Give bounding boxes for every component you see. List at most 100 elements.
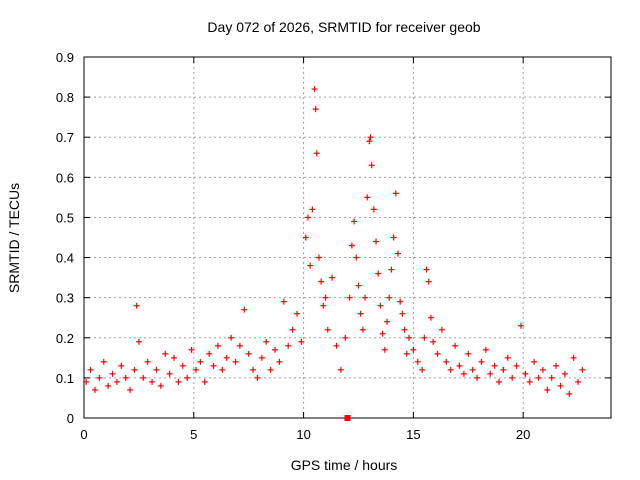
data-point	[487, 370, 494, 377]
data-point	[526, 378, 533, 385]
y-tick-label: 0.4	[56, 251, 74, 266]
data-point	[122, 374, 129, 381]
data-point	[289, 326, 296, 333]
data-point	[258, 354, 265, 361]
data-point	[228, 334, 235, 341]
data-point	[304, 214, 311, 221]
data-point	[197, 358, 204, 365]
data-point	[364, 194, 371, 201]
data-point	[298, 338, 305, 345]
y-tick-label: 0.7	[56, 130, 74, 145]
data-point	[570, 354, 577, 361]
x-tick-label: 15	[406, 427, 420, 442]
data-point	[333, 342, 340, 349]
data-points	[83, 86, 586, 421]
y-tick-label: 0.9	[56, 50, 74, 65]
data-point	[379, 330, 386, 337]
data-point	[272, 346, 279, 353]
data-point	[105, 382, 112, 389]
data-point	[430, 338, 437, 345]
data-point	[241, 306, 248, 313]
data-point	[285, 342, 292, 349]
data-point	[184, 374, 191, 381]
data-point	[438, 326, 445, 333]
data-point	[309, 206, 316, 213]
data-point	[579, 366, 586, 373]
data-point	[219, 366, 226, 373]
data-point	[395, 250, 402, 257]
data-point	[423, 266, 430, 273]
data-point	[504, 354, 511, 361]
data-point	[144, 358, 151, 365]
y-tick-label: 0.1	[56, 371, 74, 386]
data-point	[447, 366, 454, 373]
data-point	[250, 366, 257, 373]
data-point	[346, 294, 353, 301]
data-point	[367, 134, 374, 141]
y-tick-label: 0.2	[56, 331, 74, 346]
data-point	[166, 370, 173, 377]
data-point	[539, 366, 546, 373]
data-point	[368, 162, 375, 169]
data-point	[478, 358, 485, 365]
data-point	[575, 378, 582, 385]
data-point	[513, 362, 520, 369]
data-point	[460, 370, 467, 377]
data-point	[353, 254, 360, 261]
data-point	[370, 206, 377, 213]
data-point	[469, 366, 476, 373]
data-point	[531, 358, 538, 365]
data-point	[91, 386, 98, 393]
x-axis-label: GPS time / hours	[291, 457, 398, 473]
data-point	[188, 346, 195, 353]
data-point	[318, 278, 325, 285]
data-point	[377, 302, 384, 309]
x-tick-label: 20	[516, 427, 530, 442]
data-point	[410, 346, 417, 353]
x-tick-label: 0	[80, 427, 87, 442]
data-point	[140, 374, 147, 381]
data-point	[223, 354, 230, 361]
data-point	[312, 106, 319, 113]
data-point	[307, 262, 314, 269]
data-point	[311, 86, 318, 93]
data-point	[405, 334, 412, 341]
data-point	[456, 362, 463, 369]
data-point	[322, 294, 329, 301]
grid	[84, 57, 611, 418]
data-point	[149, 378, 156, 385]
data-point	[87, 366, 94, 373]
data-point	[113, 378, 120, 385]
data-point	[320, 302, 327, 309]
data-point	[392, 190, 399, 197]
data-point	[561, 370, 568, 377]
data-point	[509, 374, 516, 381]
data-point	[384, 318, 391, 325]
data-point	[465, 350, 472, 357]
data-point	[425, 278, 432, 285]
data-point	[419, 366, 426, 373]
data-point	[131, 366, 138, 373]
data-point	[127, 386, 134, 393]
data-point	[348, 242, 355, 249]
data-point	[342, 334, 349, 341]
data-point	[522, 370, 529, 377]
data-point	[109, 370, 116, 377]
data-point	[280, 298, 287, 305]
y-axis-label: SRMTID / TECUs	[6, 183, 22, 293]
data-point	[171, 354, 178, 361]
data-point	[548, 374, 555, 381]
data-point	[201, 378, 208, 385]
data-point	[443, 358, 450, 365]
data-point	[315, 254, 322, 261]
data-point	[414, 358, 421, 365]
data-point	[388, 266, 395, 273]
data-point	[482, 346, 489, 353]
data-point	[254, 374, 261, 381]
data-point	[397, 298, 404, 305]
data-point	[452, 342, 459, 349]
data-point	[153, 366, 160, 373]
data-point	[162, 350, 169, 357]
